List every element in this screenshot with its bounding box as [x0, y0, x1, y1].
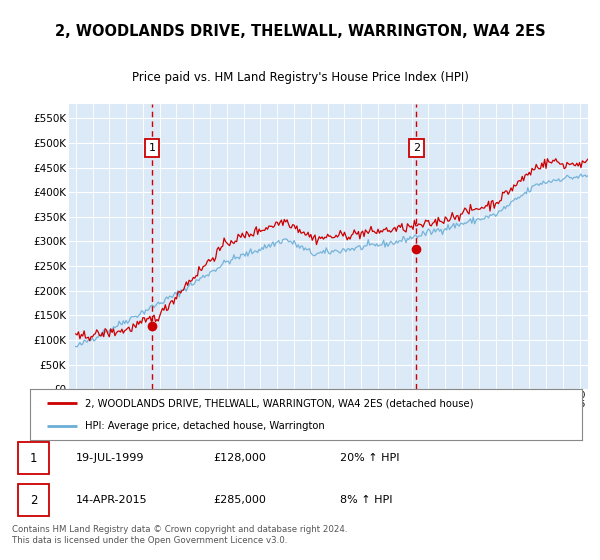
Text: 19-JUL-1999: 19-JUL-1999	[76, 453, 144, 463]
Text: 2: 2	[30, 493, 37, 507]
Text: 1: 1	[30, 451, 37, 465]
FancyBboxPatch shape	[18, 442, 49, 474]
Text: £128,000: £128,000	[214, 453, 266, 463]
Text: 2: 2	[413, 143, 420, 153]
Text: HPI: Average price, detached house, Warrington: HPI: Average price, detached house, Warr…	[85, 422, 325, 432]
Text: 8% ↑ HPI: 8% ↑ HPI	[340, 495, 393, 505]
Text: 1: 1	[148, 143, 155, 153]
Text: 2, WOODLANDS DRIVE, THELWALL, WARRINGTON, WA4 2ES (detached house): 2, WOODLANDS DRIVE, THELWALL, WARRINGTON…	[85, 398, 474, 408]
Text: 2, WOODLANDS DRIVE, THELWALL, WARRINGTON, WA4 2ES: 2, WOODLANDS DRIVE, THELWALL, WARRINGTON…	[55, 24, 545, 39]
Text: 20% ↑ HPI: 20% ↑ HPI	[340, 453, 400, 463]
Text: £285,000: £285,000	[214, 495, 266, 505]
Text: Contains HM Land Registry data © Crown copyright and database right 2024.
This d: Contains HM Land Registry data © Crown c…	[12, 525, 347, 545]
FancyBboxPatch shape	[18, 484, 49, 516]
Text: Price paid vs. HM Land Registry's House Price Index (HPI): Price paid vs. HM Land Registry's House …	[131, 71, 469, 84]
Text: 14-APR-2015: 14-APR-2015	[76, 495, 147, 505]
